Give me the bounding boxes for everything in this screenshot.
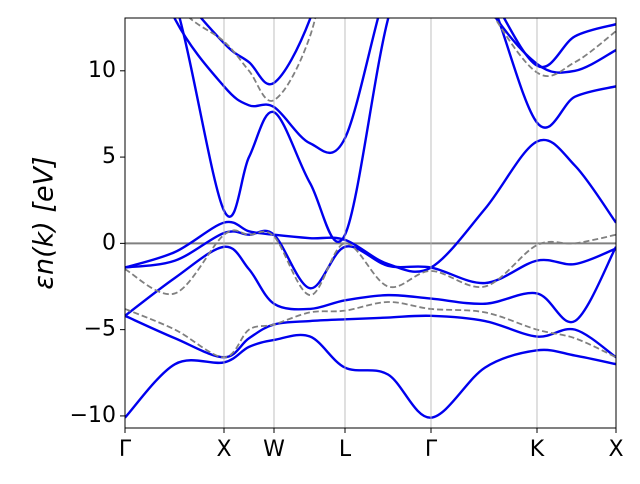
x-tick-label: X xyxy=(216,437,231,462)
y-tick-label: −5 xyxy=(84,317,116,342)
band-line xyxy=(199,18,616,86)
y-tick-label: 0 xyxy=(102,230,116,255)
x-tick-label: K xyxy=(530,437,545,462)
x-tick-label: W xyxy=(263,437,285,462)
plot-frame xyxy=(124,17,617,429)
y-tick-label: −10 xyxy=(70,403,116,428)
band-line xyxy=(188,18,616,102)
band-line xyxy=(125,229,616,297)
band-line xyxy=(125,138,616,273)
y-tick-label: 5 xyxy=(102,144,116,169)
band-line xyxy=(178,18,616,244)
band-line xyxy=(125,333,616,419)
x-tick-label: Γ xyxy=(119,437,132,462)
y-tick-label: 10 xyxy=(88,58,116,83)
plot-area xyxy=(125,18,616,419)
x-tick-label: X xyxy=(608,437,623,462)
y-axis-label: εn(k) [eV] xyxy=(29,156,60,289)
band-line xyxy=(173,18,616,154)
x-tick-label: L xyxy=(339,437,352,462)
x-tick-label: Γ xyxy=(425,437,438,462)
